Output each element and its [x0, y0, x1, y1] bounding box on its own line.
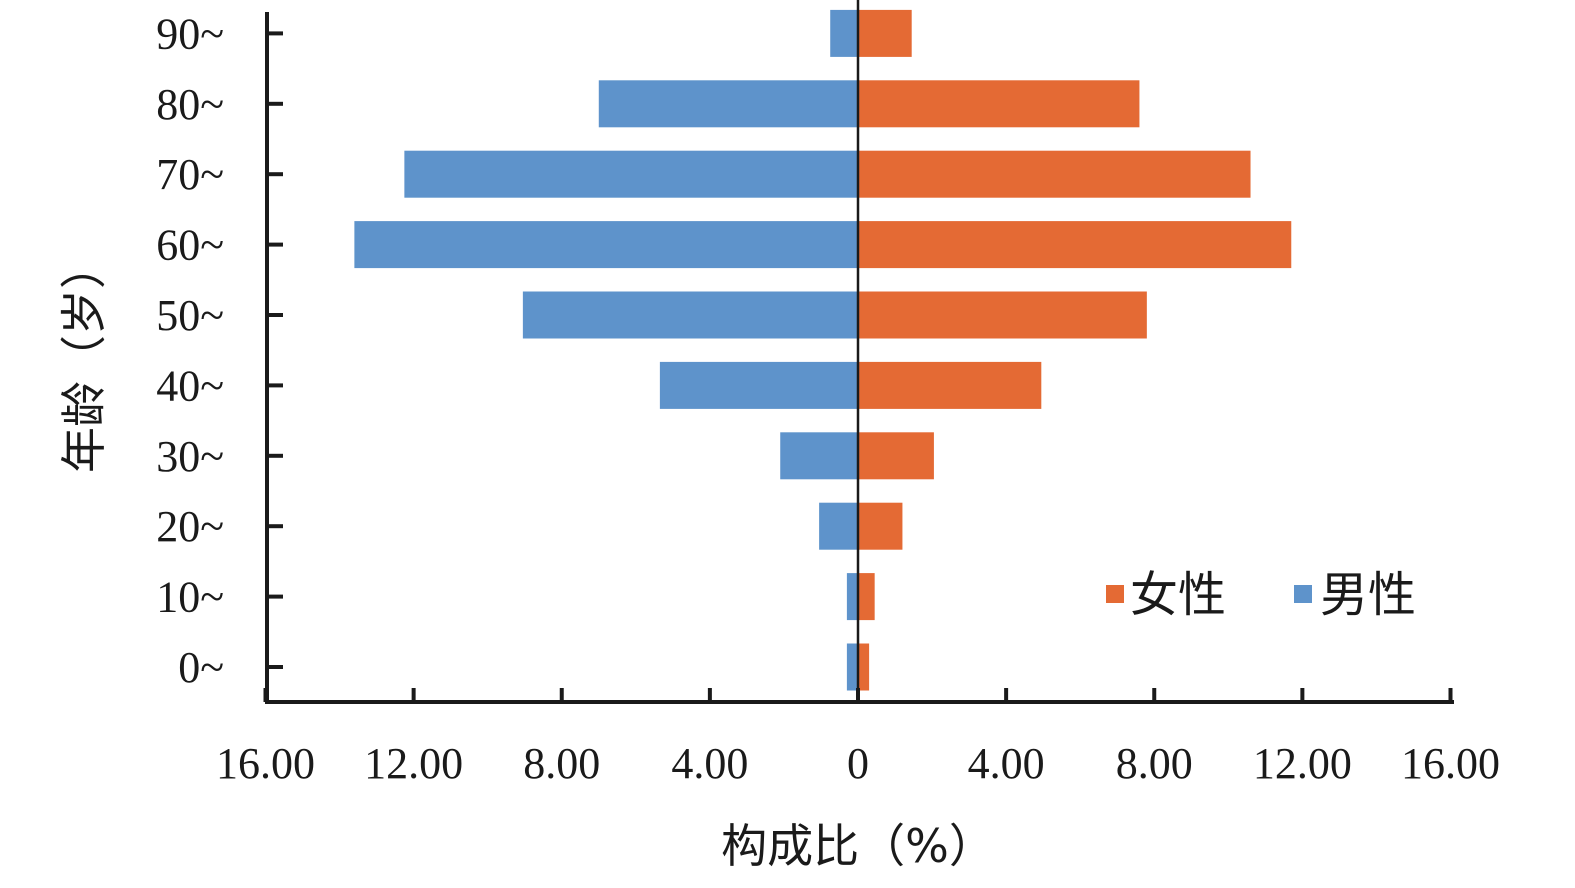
- bar-female-3: [858, 432, 934, 480]
- y-tick-label-6: 60~: [156, 221, 224, 270]
- bar-female-6: [858, 221, 1292, 269]
- bar-male-3: [780, 432, 858, 480]
- bar-female-5: [858, 291, 1147, 339]
- bar-male-9: [830, 9, 858, 57]
- legend-swatch-1: [1294, 585, 1312, 603]
- y-tick-label-1: 10~: [156, 573, 224, 622]
- x-tick-label-2: 8.00: [523, 739, 600, 788]
- y-tick-label-4: 40~: [156, 361, 224, 410]
- y-tick-label-2: 20~: [156, 502, 224, 551]
- bar-female-0: [858, 643, 870, 691]
- y-tick-label-0: 0~: [178, 643, 224, 692]
- bar-male-6: [354, 221, 858, 269]
- bar-male-5: [522, 291, 858, 339]
- y-tick-label-5: 50~: [156, 291, 224, 340]
- bar-male-0: [846, 643, 858, 691]
- bar-male-4: [659, 361, 858, 409]
- axes-layer: [263, 0, 1454, 704]
- bar-male-8: [598, 80, 858, 128]
- x-axis-title: 构成比（%）: [721, 819, 995, 873]
- legend-swatch-0: [1106, 585, 1124, 603]
- x-tick-label-6: 8.00: [1116, 739, 1193, 788]
- bar-male-2: [819, 502, 858, 550]
- bar-female-4: [858, 361, 1042, 409]
- bar-female-2: [858, 502, 903, 550]
- bar-female-1: [858, 573, 875, 621]
- y-axis-title: 年龄（岁）: [57, 243, 111, 473]
- x-tick-label-5: 4.00: [968, 739, 1045, 788]
- legend-label-0: 女性: [1130, 567, 1226, 623]
- bar-female-9: [858, 9, 912, 57]
- bar-male-7: [404, 150, 858, 198]
- legend: 女性 男性: [1106, 567, 1416, 623]
- bar-female-8: [858, 80, 1140, 128]
- y-tick-label-9: 90~: [156, 9, 224, 58]
- y-tick-label-8: 80~: [156, 80, 224, 129]
- bar-female-7: [858, 150, 1251, 198]
- x-tick-label-3: 4.00: [671, 739, 748, 788]
- x-tick-label-4: 0: [847, 739, 869, 788]
- x-tick-label-1: 12.00: [364, 739, 463, 788]
- legend-label-1: 男性: [1320, 567, 1416, 623]
- bar-male-1: [846, 573, 858, 621]
- x-tick-label-7: 12.00: [1253, 739, 1352, 788]
- y-tick-label-7: 70~: [156, 150, 224, 199]
- tick-labels-layer: 16.00 12.00 8.00 4.00 0 4.00 8.00 12.00 16.00 0~ 1…: [156, 9, 1500, 788]
- bars-layer: [354, 9, 1292, 691]
- x-tick-label-0: 16.00: [216, 739, 315, 788]
- x-tick-label-8: 16.00: [1401, 739, 1500, 788]
- y-tick-label-3: 30~: [156, 432, 224, 481]
